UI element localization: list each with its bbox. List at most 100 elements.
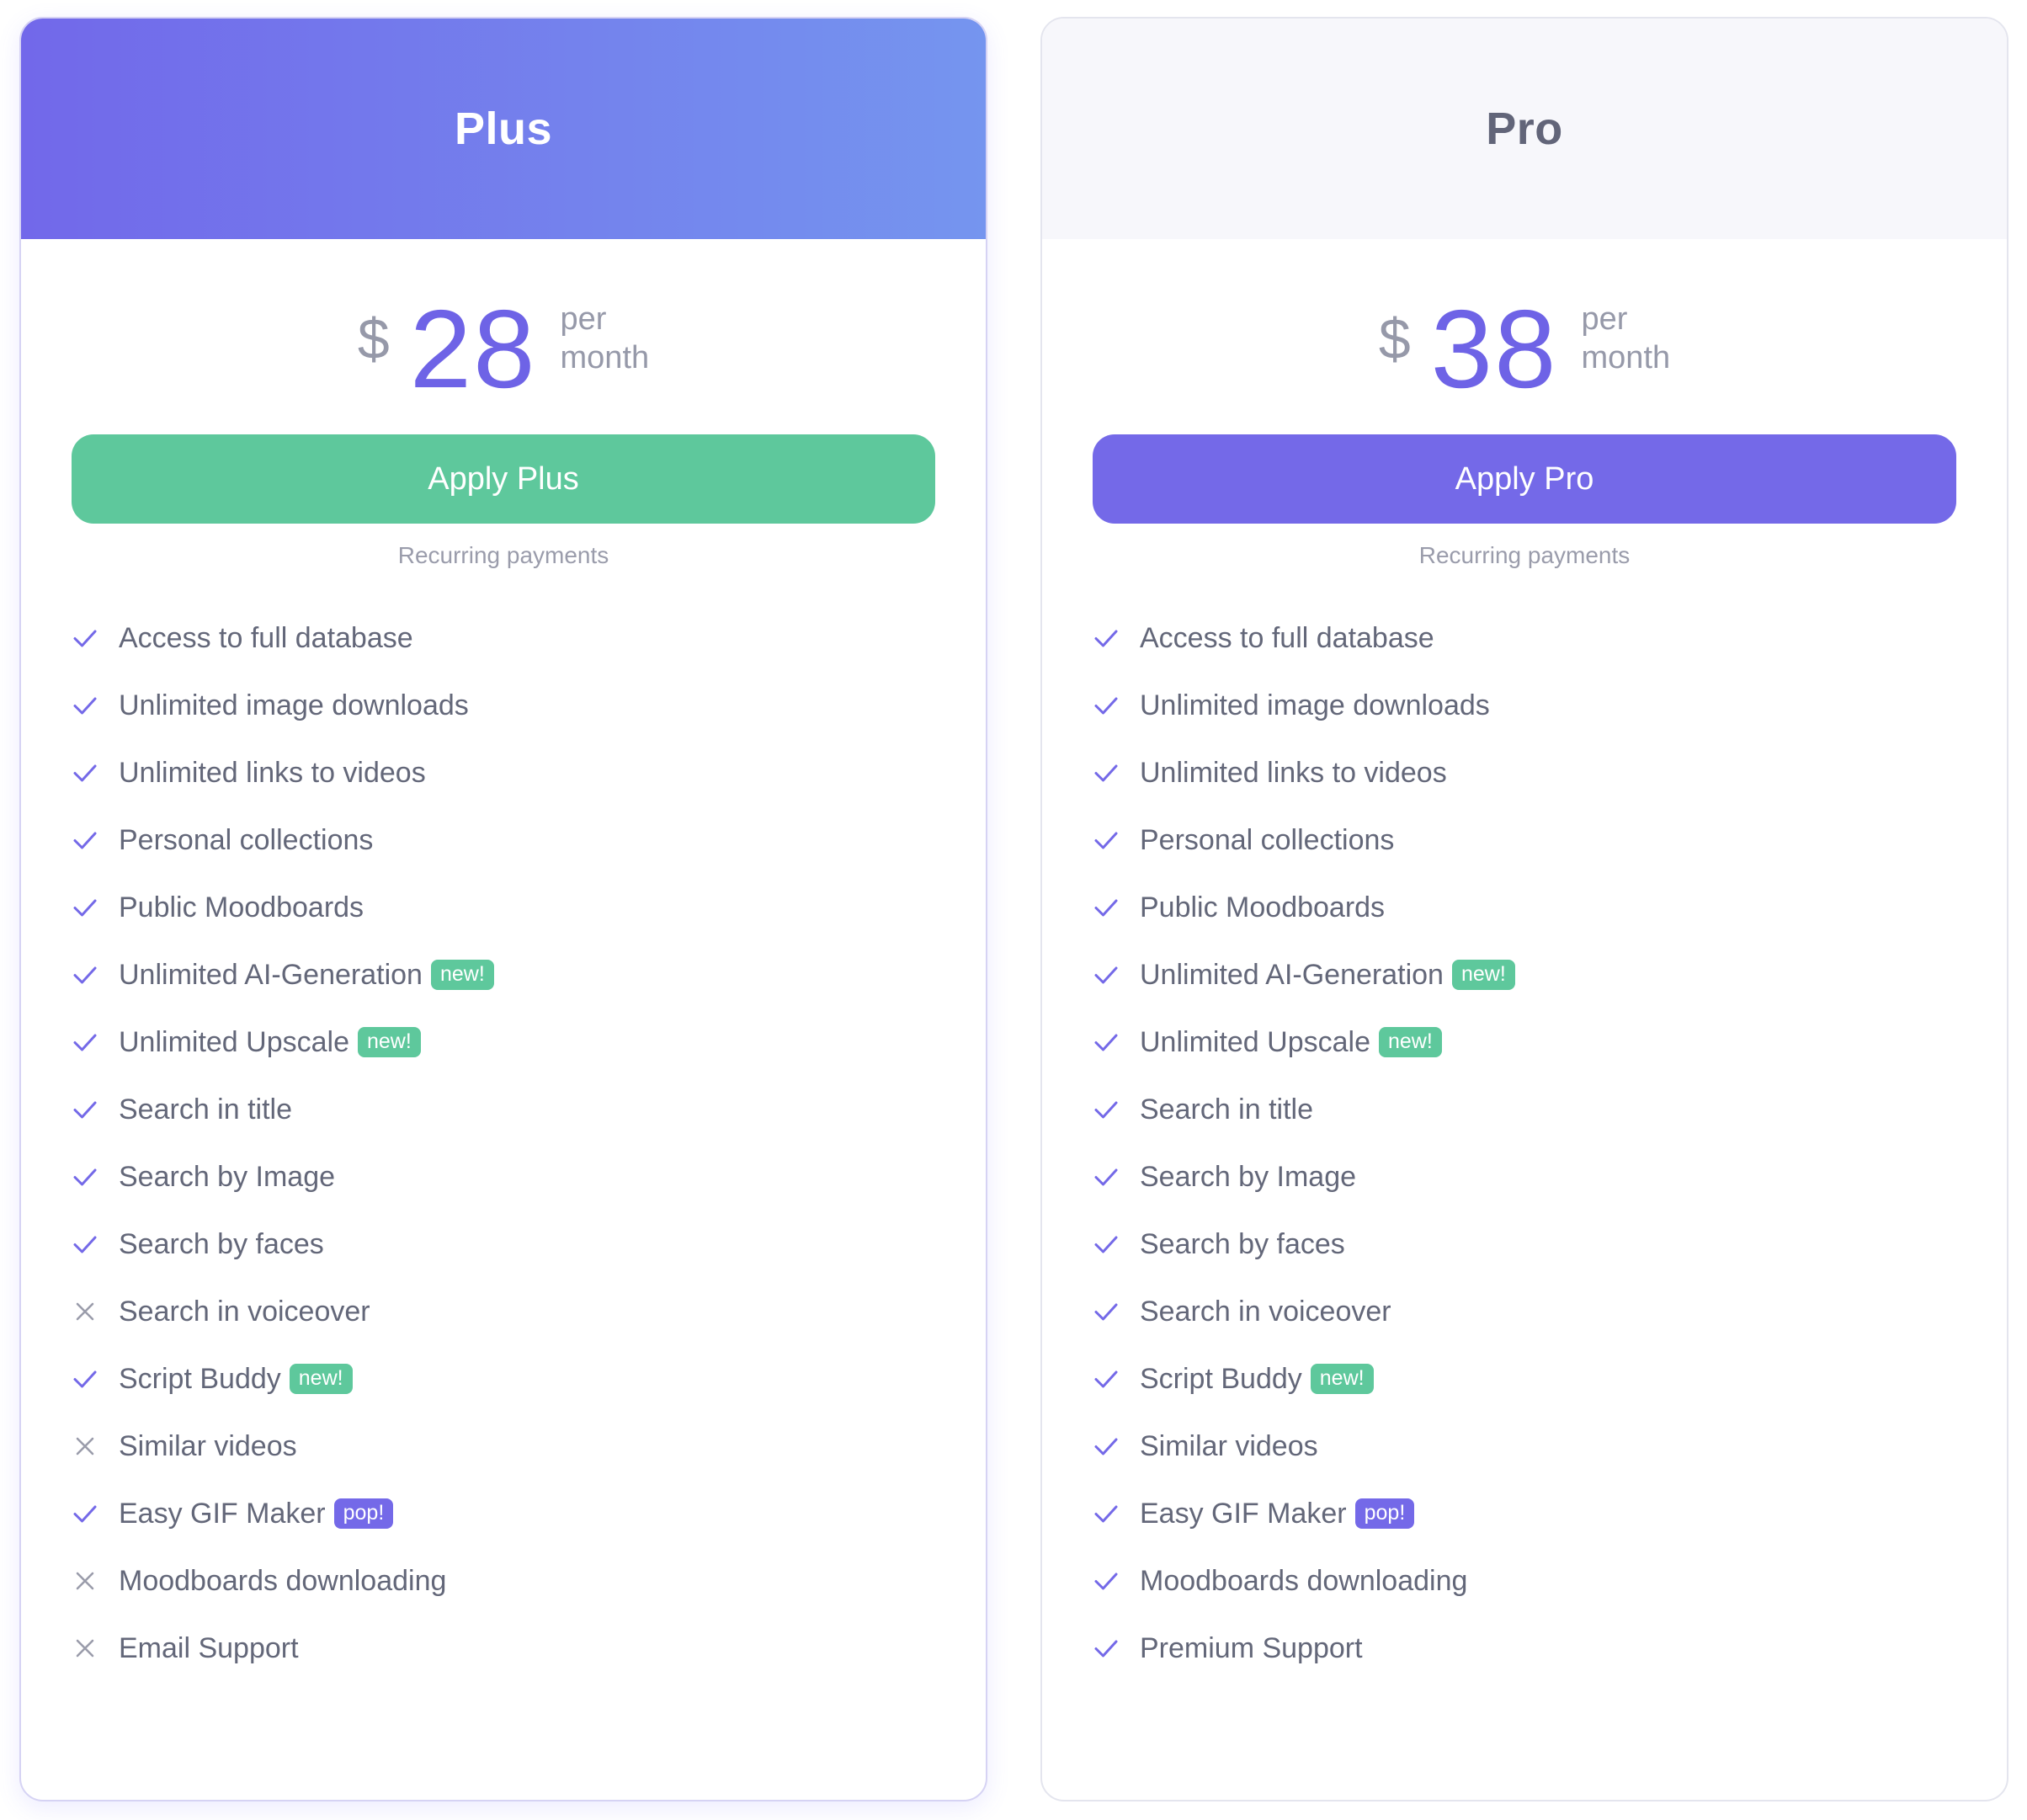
check-icon [72, 1231, 119, 1258]
cross-icon [72, 1567, 119, 1594]
check-icon [1093, 1298, 1140, 1325]
price-block: $ 28 per month [21, 287, 986, 411]
feature-label: Similar videos [119, 1429, 297, 1462]
feature-item: Premium Support [1093, 1615, 2007, 1682]
check-icon [72, 1163, 119, 1190]
price-amount: 28 [409, 287, 537, 411]
plan-card-pro: Pro $ 38 per month Apply Pro Recurring p… [1040, 17, 2008, 1801]
plan-header: Plus [21, 19, 986, 239]
feature-label: Personal collections [119, 823, 374, 856]
feature-item: Public Moodboards [72, 874, 986, 941]
feature-item: Moodboards downloading [1093, 1547, 2007, 1615]
plan-name: Pro [1486, 104, 1563, 154]
feature-badge: new! [1379, 1027, 1442, 1057]
check-icon [72, 625, 119, 652]
feature-item: Unlimited Upscale new! [72, 1008, 986, 1076]
feature-label: Search in voiceover [119, 1295, 370, 1328]
feature-badge: pop! [1354, 1498, 1415, 1529]
feature-badge: new! [1310, 1364, 1374, 1394]
feature-label: Unlimited image downloads [1140, 689, 1490, 721]
feature-item: Personal collections [72, 806, 986, 874]
feature-item: Search by faces [1093, 1211, 2007, 1278]
check-icon [72, 961, 119, 988]
feature-item: Unlimited AI-Generation new! [1093, 941, 2007, 1008]
feature-label: Unlimited links to videos [119, 756, 426, 789]
price-block: $ 38 per month [1042, 287, 2007, 411]
feature-item: Unlimited links to videos [72, 739, 986, 806]
feature-item: Easy GIF Maker pop! [1093, 1480, 2007, 1547]
feature-label: Unlimited image downloads [119, 689, 469, 721]
feature-badge: pop! [333, 1498, 394, 1529]
feature-item: Unlimited Upscale new! [1093, 1008, 2007, 1076]
feature-label: Easy GIF Maker [119, 1497, 326, 1530]
feature-item: Script Buddy new! [1093, 1345, 2007, 1413]
feature-item: Search in voiceover [72, 1278, 986, 1345]
check-icon [1093, 625, 1140, 652]
plan-header: Pro [1042, 19, 2007, 239]
feature-item: Moodboards downloading [72, 1547, 986, 1615]
check-icon [1093, 1567, 1140, 1594]
feature-label: Search by faces [119, 1227, 324, 1260]
feature-item: Email Support [72, 1615, 986, 1682]
period-month: month [1581, 340, 1671, 375]
feature-label: Search by faces [1140, 1227, 1345, 1260]
feature-label: Unlimited AI-Generation [119, 958, 423, 991]
check-icon [72, 894, 119, 921]
check-icon [72, 692, 119, 719]
feature-item: Access to full database [72, 604, 986, 672]
feature-label: Similar videos [1140, 1429, 1318, 1462]
feature-item: Search in voiceover [1093, 1278, 2007, 1345]
feature-item: Search by Image [72, 1143, 986, 1211]
period-month: month [560, 340, 650, 375]
check-icon [1093, 827, 1140, 854]
feature-item: Search in title [1093, 1076, 2007, 1143]
feature-item: Unlimited image downloads [1093, 672, 2007, 739]
check-icon [72, 1365, 119, 1392]
feature-item: Script Buddy new! [72, 1345, 986, 1413]
check-icon [1093, 1433, 1140, 1460]
feature-item: Unlimited image downloads [72, 672, 986, 739]
feature-label: Moodboards downloading [1140, 1564, 1468, 1597]
price-amount: 38 [1430, 287, 1558, 411]
check-icon [1093, 1029, 1140, 1056]
check-icon [1093, 692, 1140, 719]
check-icon [1093, 759, 1140, 786]
feature-label: Email Support [119, 1631, 299, 1664]
feature-label: Unlimited Upscale [1140, 1025, 1370, 1058]
feature-item: Similar videos [1093, 1413, 2007, 1480]
feature-label: Premium Support [1140, 1631, 1363, 1664]
feature-label: Public Moodboards [119, 891, 364, 923]
feature-item: Unlimited AI-Generation new! [72, 941, 986, 1008]
feature-item: Similar videos [72, 1413, 986, 1480]
feature-item: Unlimited links to videos [1093, 739, 2007, 806]
price-period: per month [1582, 300, 1671, 377]
feature-label: Unlimited AI-Generation [1140, 958, 1444, 991]
cross-icon [72, 1433, 119, 1460]
feature-badge: new! [1451, 960, 1515, 990]
period-per: per [560, 301, 607, 337]
feature-label: Public Moodboards [1140, 891, 1386, 923]
currency-symbol: $ [1378, 307, 1411, 371]
check-icon [1093, 1163, 1140, 1190]
feature-label: Search in voiceover [1140, 1295, 1391, 1328]
cross-icon [72, 1635, 119, 1662]
check-icon [1093, 1635, 1140, 1662]
feature-item: Access to full database [1093, 604, 2007, 672]
feature-label: Access to full database [119, 621, 413, 654]
feature-label: Search in title [119, 1093, 292, 1126]
feature-label: Access to full database [1140, 621, 1434, 654]
plan-name: Plus [454, 104, 553, 154]
feature-list: Access to full database Unlimited image d… [1042, 604, 2007, 1682]
check-icon [72, 1029, 119, 1056]
plan-card-plus: Plus $ 28 per month Apply Plus Recurring… [19, 17, 987, 1801]
feature-item: Public Moodboards [1093, 874, 2007, 941]
feature-item: Personal collections [1093, 806, 2007, 874]
feature-label: Personal collections [1140, 823, 1395, 856]
feature-item: Search by Image [1093, 1143, 2007, 1211]
feature-badge: new! [358, 1027, 421, 1057]
apply-plus-button[interactable]: Apply Plus [72, 434, 935, 524]
feature-label: Moodboards downloading [119, 1564, 447, 1597]
recurring-note: Recurring payments [1418, 542, 1631, 568]
apply-pro-button[interactable]: Apply Pro [1093, 434, 1956, 524]
